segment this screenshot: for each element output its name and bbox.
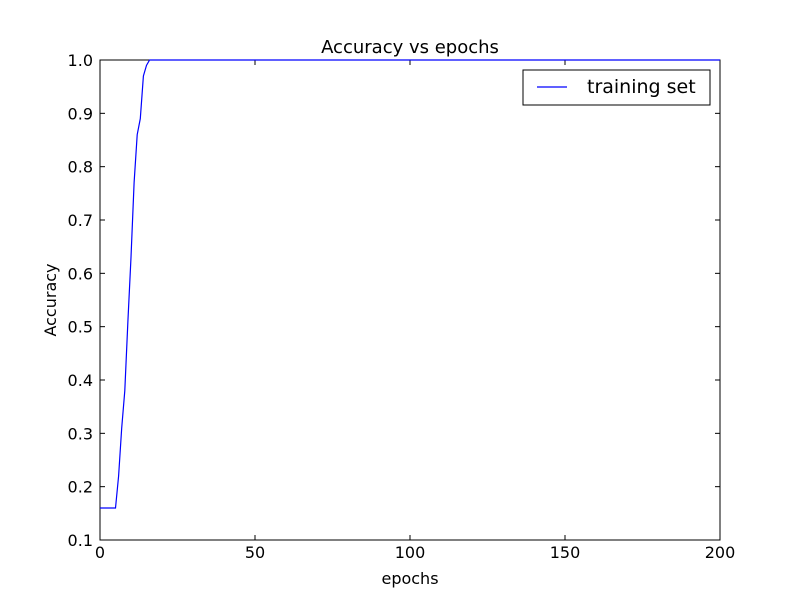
y-tick-label: 0.8 xyxy=(68,158,93,177)
data-point xyxy=(594,58,597,61)
data-point xyxy=(687,58,690,61)
chart-title: Accuracy vs epochs xyxy=(321,37,499,58)
data-point xyxy=(148,58,151,61)
data-point xyxy=(315,58,318,61)
data-point xyxy=(102,506,105,509)
data-point xyxy=(176,58,179,61)
data-point xyxy=(439,58,442,61)
legend-series-label: training set xyxy=(587,76,696,98)
data-point xyxy=(625,58,628,61)
data-point xyxy=(139,117,142,120)
x-axis-label: epochs xyxy=(381,569,438,588)
data-point xyxy=(470,58,473,61)
data-point xyxy=(114,506,117,509)
data-point xyxy=(160,58,163,61)
data-point xyxy=(151,58,154,61)
data-point xyxy=(108,506,111,509)
data-point xyxy=(346,58,349,61)
data-point xyxy=(563,58,566,61)
data-point xyxy=(136,133,139,136)
data-point xyxy=(532,58,535,61)
data-point xyxy=(656,58,659,61)
data-point xyxy=(142,74,145,77)
series-layer xyxy=(98,58,721,509)
data-point xyxy=(120,426,123,429)
y-tick-label: 0.4 xyxy=(68,371,93,390)
data-point xyxy=(154,58,157,61)
y-tick-label: 1.0 xyxy=(68,51,93,70)
y-tick-label: 0.1 xyxy=(68,531,93,550)
x-tick-label: 100 xyxy=(395,543,426,562)
x-tick-label: 200 xyxy=(705,543,736,562)
data-point xyxy=(123,389,126,392)
y-tick-label: 0.7 xyxy=(68,211,93,230)
data-point xyxy=(98,506,101,509)
data-point xyxy=(253,58,256,61)
plot-area-frame xyxy=(99,59,721,541)
y-tick-label: 0.5 xyxy=(68,318,93,337)
data-point xyxy=(191,58,194,61)
data-point xyxy=(105,506,108,509)
y-tick-label: 0.2 xyxy=(68,478,93,497)
data-point xyxy=(117,474,120,477)
x-tick-label: 0 xyxy=(95,543,105,562)
y-tick-label: 0.3 xyxy=(68,424,93,443)
data-point xyxy=(129,256,132,259)
axis-ticks: 0 50 100 150 200 0.1 0.2 0.3 0.4 0.5 0.6 0.7 0.8 0.9 1… xyxy=(68,51,736,562)
data-point xyxy=(718,58,721,61)
data-point xyxy=(133,181,136,184)
data-point xyxy=(126,320,129,323)
data-point xyxy=(408,58,411,61)
series-line-training-set xyxy=(100,59,720,509)
data-point xyxy=(501,58,504,61)
x-tick-label: 150 xyxy=(550,543,581,562)
data-point xyxy=(377,58,380,61)
y-tick-label: 0.6 xyxy=(68,264,93,283)
data-point xyxy=(157,58,160,61)
legend: training set xyxy=(522,69,711,106)
y-tick-label: 0.9 xyxy=(68,104,93,123)
data-point xyxy=(111,506,114,509)
data-point xyxy=(222,58,225,61)
data-point xyxy=(284,58,287,61)
x-tick-label: 50 xyxy=(245,543,265,562)
data-point xyxy=(145,64,148,67)
y-axis-label: Accuracy xyxy=(41,263,60,336)
